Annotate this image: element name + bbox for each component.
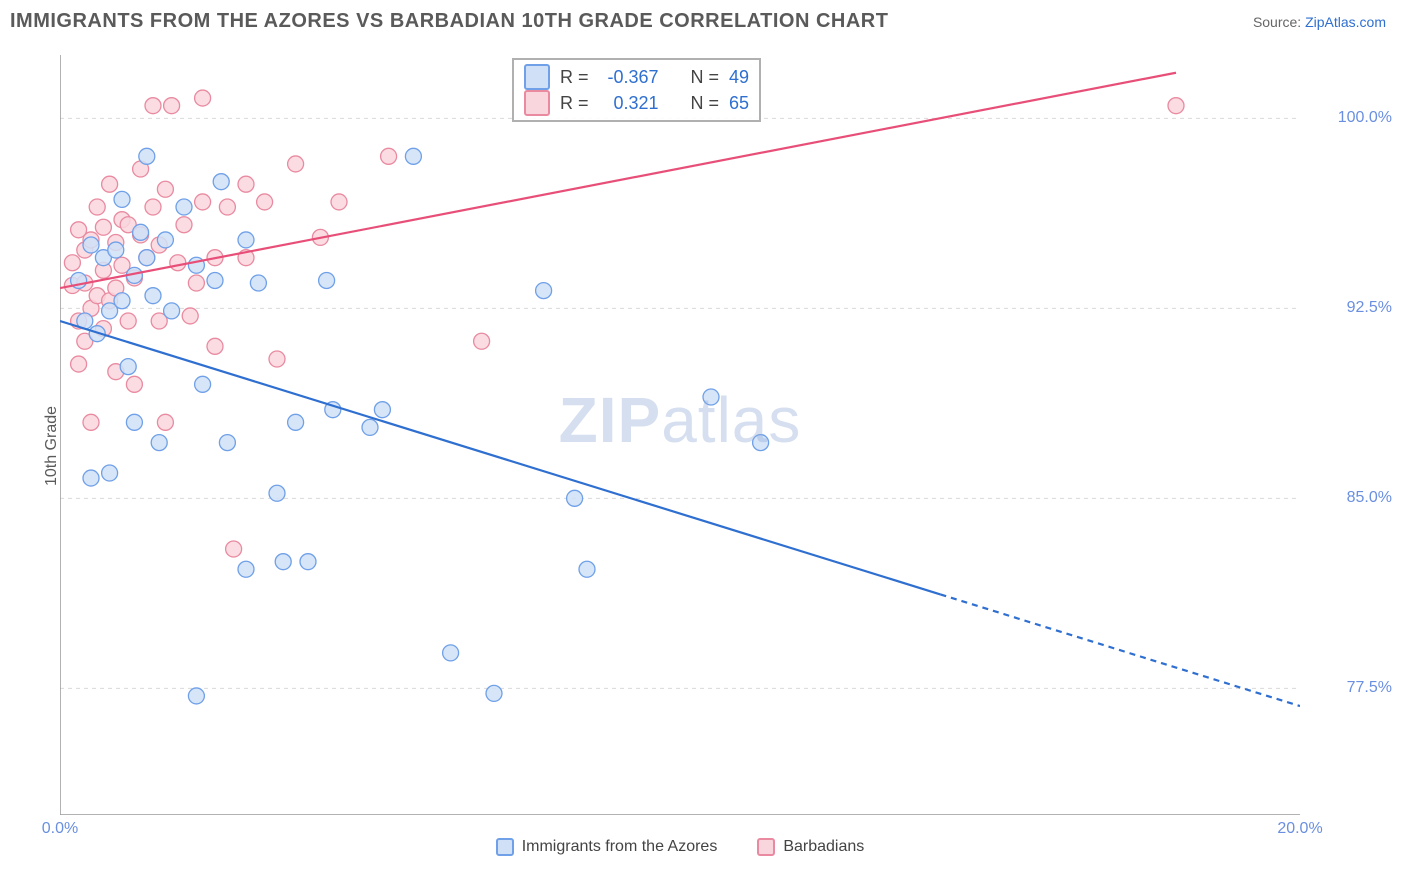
stats-r-value: -0.367: [599, 64, 659, 90]
stats-r-label: R =: [560, 90, 589, 116]
y-tick-label: 77.5%: [1347, 679, 1392, 697]
stats-swatch: [524, 90, 550, 116]
source-prefix: Source:: [1253, 14, 1305, 30]
bottom-legend: Immigrants from the Azores Barbadians: [60, 838, 1300, 861]
plot-area: ZIPatlas R =-0.367N =49R =0.321N =65: [60, 55, 1300, 815]
y-tick-labels: 77.5% 85.0% 92.5% 100.0%: [1300, 55, 1400, 815]
legend-label: Immigrants from the Azores: [522, 838, 718, 856]
y-tick-label: 100.0%: [1338, 109, 1392, 127]
y-axis-title: 10th Grade: [43, 406, 61, 486]
scatter-chart: [60, 55, 1300, 815]
x-tick-label: 0.0%: [42, 820, 78, 838]
chart-title: IMMIGRANTS FROM THE AZORES VS BARBADIAN …: [10, 10, 888, 32]
source: Source: ZipAtlas.com: [1253, 14, 1386, 30]
stats-n-value: 49: [729, 64, 749, 90]
source-link[interactable]: ZipAtlas.com: [1305, 14, 1386, 30]
stats-legend: R = -0.367 N = 49 R = 0.321 N = 65: [512, 58, 761, 122]
stats-r-label: R =: [560, 64, 589, 90]
x-tick-label: 20.0%: [1277, 820, 1322, 838]
legend-swatch: [496, 838, 514, 856]
stats-n-label: N =: [691, 64, 720, 90]
legend-swatch: [757, 838, 775, 856]
legend-item: Immigrants from the Azores: [496, 838, 718, 856]
stats-n-value: 65: [729, 90, 749, 116]
stats-row: R = -0.367 N = 49: [524, 64, 749, 90]
header: IMMIGRANTS FROM THE AZORES VS BARBADIAN …: [10, 10, 1386, 40]
stats-n-label: N =: [691, 90, 720, 116]
y-tick-label: 92.5%: [1347, 299, 1392, 317]
stats-row: R = 0.321 N = 65: [524, 90, 749, 116]
stats-r-value: 0.321: [599, 90, 659, 116]
legend-item: Barbadians: [757, 838, 864, 856]
y-tick-label: 85.0%: [1347, 489, 1392, 507]
stats-swatch: [524, 64, 550, 90]
legend-label: Barbadians: [783, 838, 864, 856]
